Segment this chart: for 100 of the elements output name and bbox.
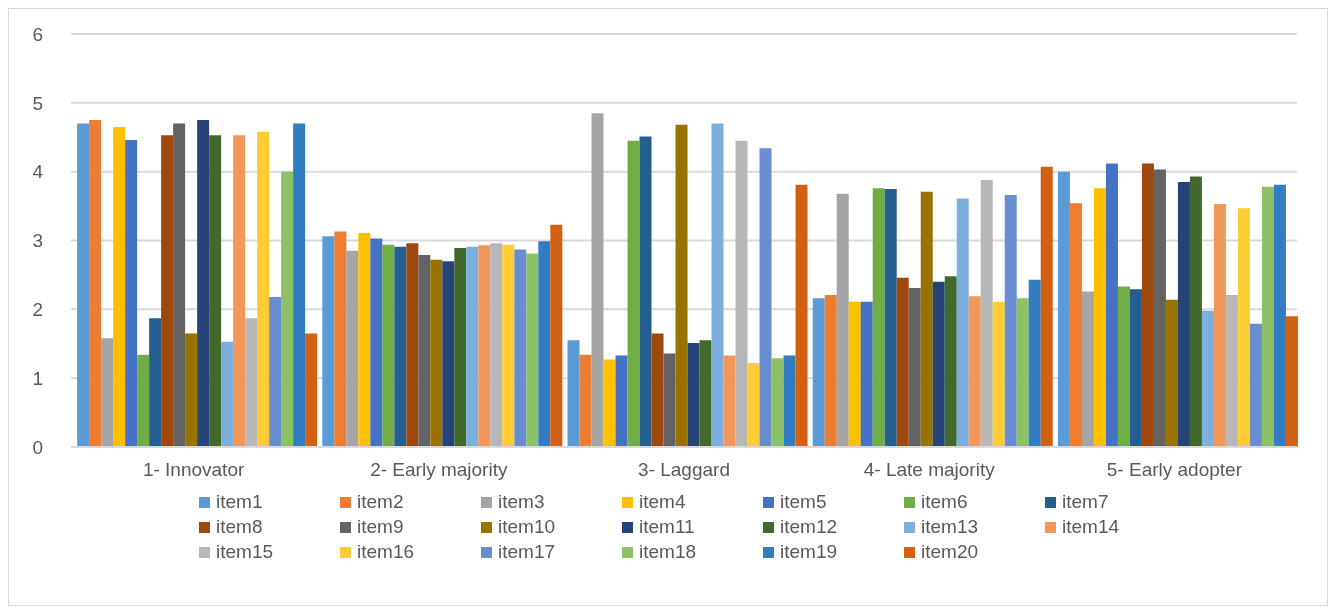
bar — [1177, 181, 1190, 447]
bar — [137, 354, 150, 447]
bar — [1117, 286, 1130, 447]
legend-label: item3 — [498, 491, 545, 513]
bar — [771, 358, 784, 447]
bar — [490, 243, 503, 447]
legend-label: item8 — [216, 516, 263, 538]
bar — [687, 343, 700, 447]
bar — [944, 276, 957, 447]
x-tick-label: 3- Laggard — [638, 459, 730, 481]
bar — [149, 318, 162, 447]
bar — [603, 359, 616, 447]
legend-label: item14 — [1062, 516, 1120, 538]
bar — [884, 188, 897, 447]
bar — [711, 123, 724, 447]
x-tick-label: 1- Innovator — [142, 459, 245, 481]
bar — [1165, 299, 1178, 447]
bar — [956, 198, 969, 447]
bar — [305, 333, 318, 447]
bar — [1105, 163, 1118, 447]
bar — [77, 123, 90, 447]
bar — [526, 253, 539, 447]
bar — [1153, 169, 1166, 447]
bar — [1285, 316, 1298, 447]
bar — [992, 301, 1005, 447]
bar — [848, 301, 861, 447]
bar — [1201, 310, 1214, 447]
bar — [1237, 208, 1250, 447]
bar — [209, 135, 222, 447]
bar — [322, 236, 335, 447]
bar — [233, 135, 246, 447]
legend-label: item11 — [639, 516, 695, 538]
bar — [550, 224, 563, 447]
x-tick-label: 4- Late majority — [863, 459, 996, 481]
bar — [478, 245, 491, 447]
legend-label: item13 — [921, 516, 979, 538]
bar — [502, 244, 515, 447]
bar — [1249, 323, 1262, 447]
bar — [113, 126, 126, 447]
bar — [514, 249, 527, 447]
bar — [980, 179, 993, 447]
legend-label: item6 — [921, 491, 968, 513]
bar — [269, 296, 282, 447]
bar — [346, 250, 359, 447]
bar — [185, 333, 198, 447]
bar — [293, 123, 306, 447]
bar — [759, 148, 772, 447]
bar — [896, 277, 909, 447]
bar — [101, 338, 114, 447]
bar — [1261, 186, 1274, 447]
bar — [1213, 204, 1226, 447]
bar — [406, 243, 419, 447]
bar — [675, 124, 688, 447]
y-tick-label: 2 — [32, 299, 43, 321]
bar — [1189, 176, 1202, 447]
bar — [442, 261, 455, 447]
y-tick-label: 3 — [32, 230, 43, 252]
bar — [639, 136, 652, 447]
bar — [1129, 289, 1142, 447]
bar — [1093, 188, 1106, 447]
bar — [579, 354, 592, 447]
bar — [872, 188, 885, 447]
bar — [370, 238, 383, 447]
bar — [651, 333, 664, 447]
bar — [968, 296, 981, 447]
bar — [627, 140, 640, 447]
bar — [812, 298, 825, 447]
bar — [1081, 291, 1094, 447]
y-tick-label: 5 — [32, 92, 43, 114]
bar — [89, 120, 102, 447]
legend-label: item18 — [639, 541, 697, 563]
bar — [908, 288, 921, 447]
legend-label: item7 — [1062, 491, 1109, 513]
bar — [538, 241, 551, 447]
bar — [466, 246, 479, 447]
bar — [173, 123, 186, 447]
x-tick-label: 2- Early majority — [370, 459, 508, 481]
y-tick-label: 0 — [32, 436, 43, 458]
bar — [920, 191, 933, 447]
legend-label: item4 — [639, 491, 686, 513]
legend-label: item12 — [780, 516, 838, 538]
bar — [836, 193, 849, 447]
bar — [382, 244, 395, 447]
bar — [161, 135, 174, 447]
bar — [454, 248, 467, 447]
bar — [747, 363, 760, 447]
legend-label: item17 — [498, 541, 556, 563]
bar — [795, 184, 808, 447]
bar — [1225, 294, 1238, 447]
bar — [418, 254, 431, 447]
bar — [1028, 279, 1041, 447]
y-tick-label: 4 — [32, 161, 44, 183]
bar — [1016, 298, 1029, 447]
legend-label: item15 — [216, 541, 274, 563]
bar — [932, 281, 945, 447]
bar — [615, 355, 628, 447]
bar — [245, 318, 258, 447]
bar — [860, 301, 873, 447]
bar — [663, 353, 676, 447]
legend-label: item1 — [216, 491, 263, 513]
